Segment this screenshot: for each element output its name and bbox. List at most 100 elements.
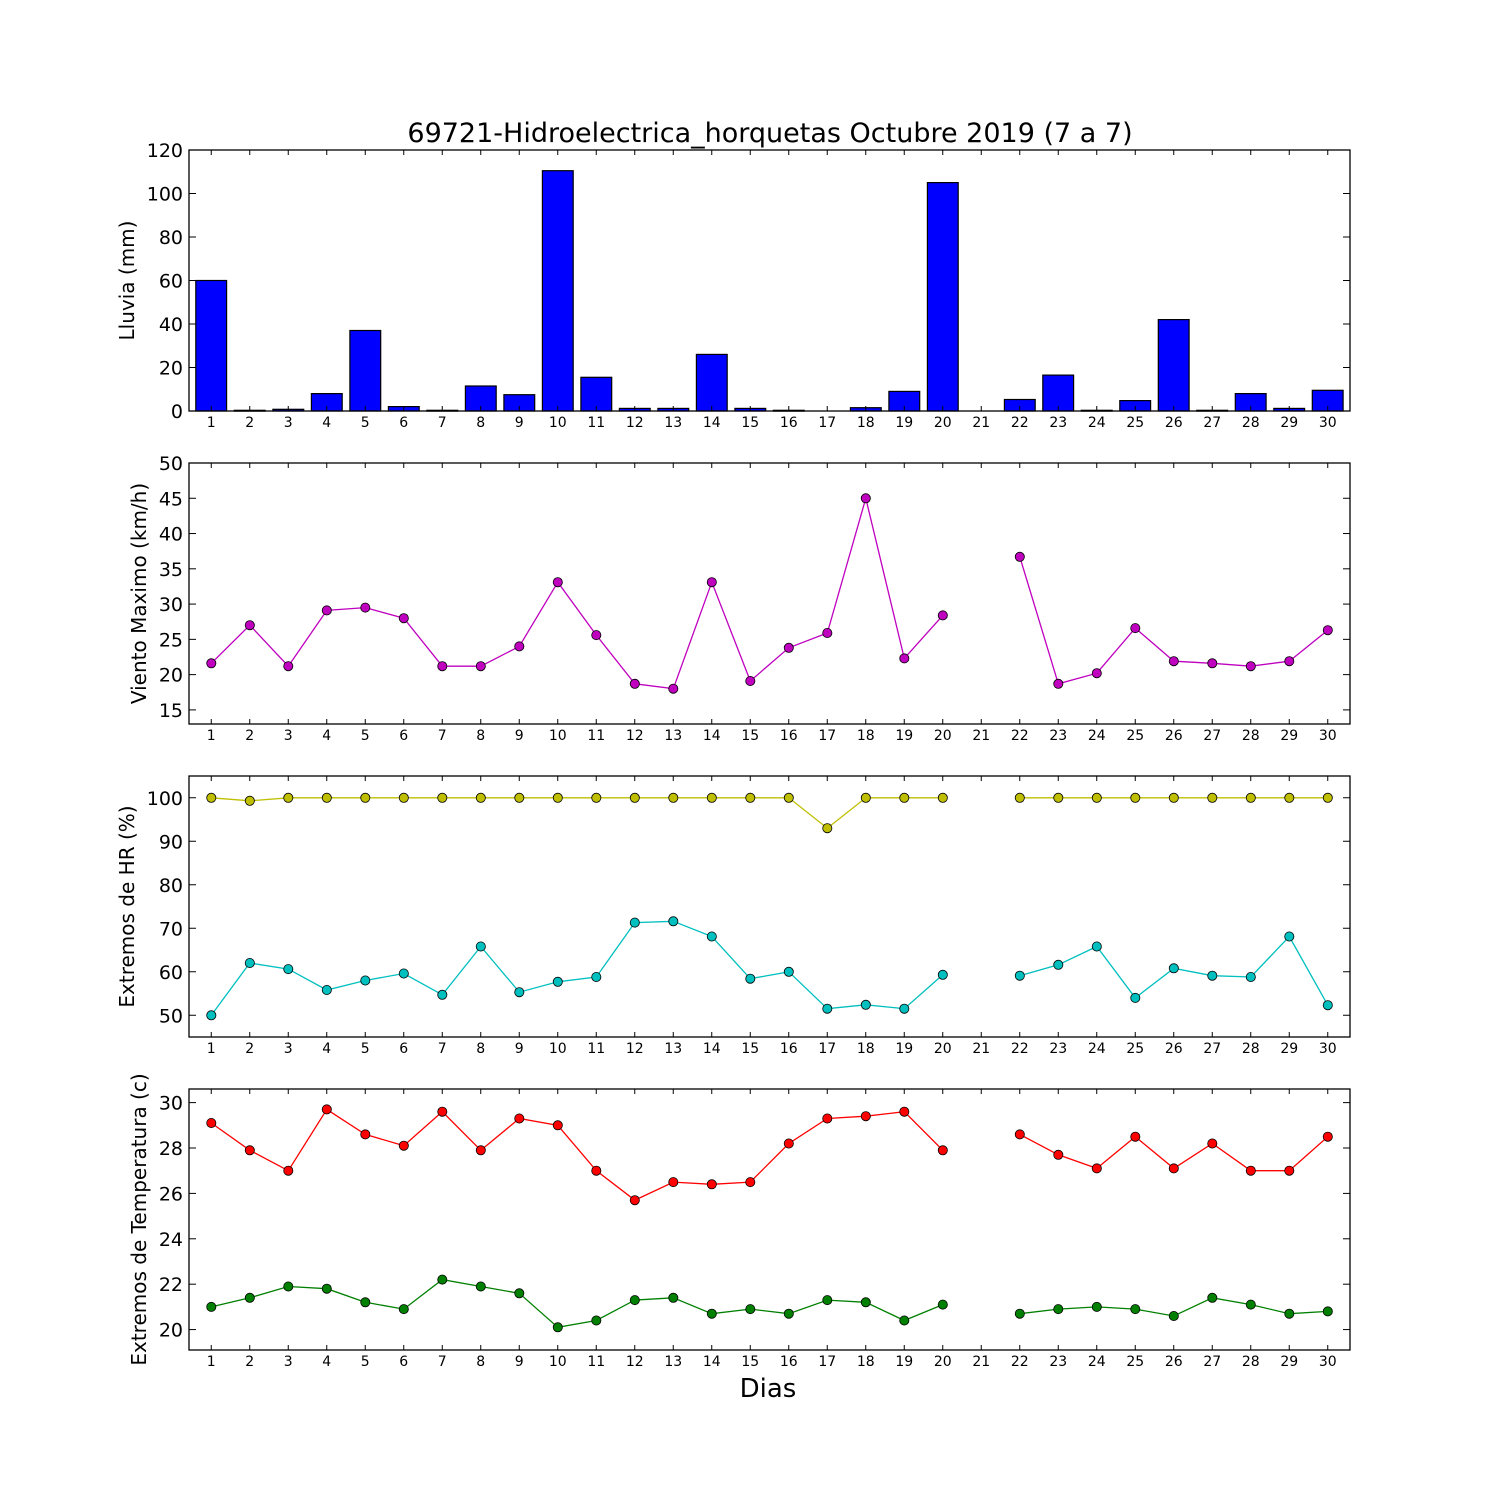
series-1-point-day-27 xyxy=(1207,1138,1218,1149)
series-2-point-day-24 xyxy=(1091,1301,1102,1312)
series-1-point-day-3 xyxy=(283,661,294,672)
y-tick-label: 90 xyxy=(159,831,183,853)
y-tick-label: 100 xyxy=(147,184,183,206)
series-1-point-day-18 xyxy=(860,792,871,803)
y-tick-label: 120 xyxy=(147,140,183,162)
series-1-point-day-14 xyxy=(706,577,717,588)
series-1-point-day-15 xyxy=(745,676,756,687)
series-2-point-day-6 xyxy=(398,1304,409,1315)
series-2-point-day-5 xyxy=(360,1297,371,1308)
x-tick-label: 24 xyxy=(1088,415,1106,431)
series-1-point-day-22 xyxy=(1014,792,1025,803)
x-tick-label: 1 xyxy=(207,415,216,431)
series-1-point-day-12 xyxy=(629,1195,640,1206)
series-1-point-day-24 xyxy=(1091,668,1102,679)
series-1-line-1 xyxy=(211,797,943,830)
x-tick-label: 19 xyxy=(895,1041,913,1057)
x-tick-label: 21 xyxy=(972,1354,990,1370)
series-1-point-day-19 xyxy=(899,792,910,803)
bar-day-1 xyxy=(195,279,228,412)
x-tick-label: 4 xyxy=(322,1041,331,1057)
y-axis-label: Lluvia (mm) xyxy=(115,221,139,341)
x-tick-label: 2 xyxy=(245,1354,254,1370)
x-tick-label: 18 xyxy=(857,1354,875,1370)
series-2-point-day-15 xyxy=(745,1304,756,1315)
series-1-point-day-11 xyxy=(591,792,602,803)
series-1-point-day-2 xyxy=(244,1145,255,1156)
x-tick-label: 29 xyxy=(1280,1041,1298,1057)
x-tick-label: 17 xyxy=(818,415,836,431)
y-tick-label: 20 xyxy=(159,1320,183,1342)
series-1-point-day-24 xyxy=(1091,1163,1102,1174)
series-2-point-day-10 xyxy=(552,1322,563,1333)
x-tick-label: 23 xyxy=(1049,728,1067,744)
x-tick-label: 10 xyxy=(549,728,567,744)
series-2-point-day-22 xyxy=(1014,970,1025,981)
series-1-point-day-18 xyxy=(860,1111,871,1122)
y-tick-label: 28 xyxy=(159,1138,183,1160)
x-tick-label: 30 xyxy=(1319,1354,1337,1370)
bar-day-26 xyxy=(1157,319,1190,412)
series-2-point-day-26 xyxy=(1168,963,1179,974)
x-tick-label: 19 xyxy=(895,415,913,431)
series-1-point-day-3 xyxy=(283,1165,294,1176)
x-tick-label: 24 xyxy=(1088,728,1106,744)
series-2-point-day-18 xyxy=(860,1297,871,1308)
x-tick-label: 16 xyxy=(780,728,798,744)
bar-day-14 xyxy=(695,353,728,412)
series-2-point-day-8 xyxy=(475,941,486,952)
series-1-point-day-13 xyxy=(668,683,679,694)
series-2-point-day-25 xyxy=(1130,992,1141,1003)
series-1-point-day-1 xyxy=(206,658,217,669)
x-tick-label: 16 xyxy=(780,1354,798,1370)
x-tick-label: 7 xyxy=(438,1354,447,1370)
x-tick-label: 6 xyxy=(399,415,408,431)
bar-day-23 xyxy=(1042,374,1075,412)
x-tick-label: 10 xyxy=(549,1354,567,1370)
y-tick-label: 70 xyxy=(159,918,183,940)
series-1-point-day-22 xyxy=(1014,1129,1025,1140)
x-tick-label: 19 xyxy=(895,1354,913,1370)
series-1-point-day-29 xyxy=(1284,1165,1295,1176)
y-tick-label: 20 xyxy=(159,358,183,380)
series-1-point-day-17 xyxy=(822,1113,833,1124)
y-tick-label: 50 xyxy=(159,453,183,475)
x-tick-label: 12 xyxy=(626,1041,644,1057)
x-tick-label: 12 xyxy=(626,415,644,431)
series-1-point-day-20 xyxy=(937,610,948,621)
y-tick-label: 100 xyxy=(147,788,183,810)
series-1-point-day-7 xyxy=(437,1106,448,1117)
x-tick-label: 13 xyxy=(664,1354,682,1370)
x-tick-label: 27 xyxy=(1203,1041,1221,1057)
y-tick-label: 40 xyxy=(159,524,183,546)
series-1-point-day-4 xyxy=(321,1104,332,1115)
y-tick-label: 26 xyxy=(159,1183,183,1205)
series-1-point-day-16 xyxy=(783,642,794,653)
series-1-point-day-1 xyxy=(206,1118,217,1129)
series-1-point-day-9 xyxy=(514,641,525,652)
x-tick-label: 23 xyxy=(1049,1354,1067,1370)
series-1-point-day-7 xyxy=(437,792,448,803)
x-tick-label: 26 xyxy=(1165,1354,1183,1370)
x-tick-label: 28 xyxy=(1242,415,1260,431)
series-2-point-day-12 xyxy=(629,917,640,928)
x-tick-label: 1 xyxy=(207,1041,216,1057)
series-1-point-day-8 xyxy=(475,792,486,803)
series-2-point-day-17 xyxy=(822,1003,833,1014)
bar-day-5 xyxy=(349,329,382,412)
series-1-point-day-19 xyxy=(899,1106,910,1117)
x-tick-label: 10 xyxy=(549,415,567,431)
series-1-point-day-9 xyxy=(514,1113,525,1124)
x-tick-label: 6 xyxy=(399,1354,408,1370)
y-tick-label: 35 xyxy=(159,559,183,581)
series-1-point-day-5 xyxy=(360,602,371,613)
plot-frame xyxy=(188,462,1351,725)
y-tick-label: 20 xyxy=(159,665,183,687)
x-tick-label: 12 xyxy=(626,1354,644,1370)
y-tick-label: 80 xyxy=(159,227,183,249)
x-tick-label: 17 xyxy=(818,728,836,744)
x-tick-label: 5 xyxy=(361,1041,370,1057)
series-1-point-day-2 xyxy=(244,795,255,806)
